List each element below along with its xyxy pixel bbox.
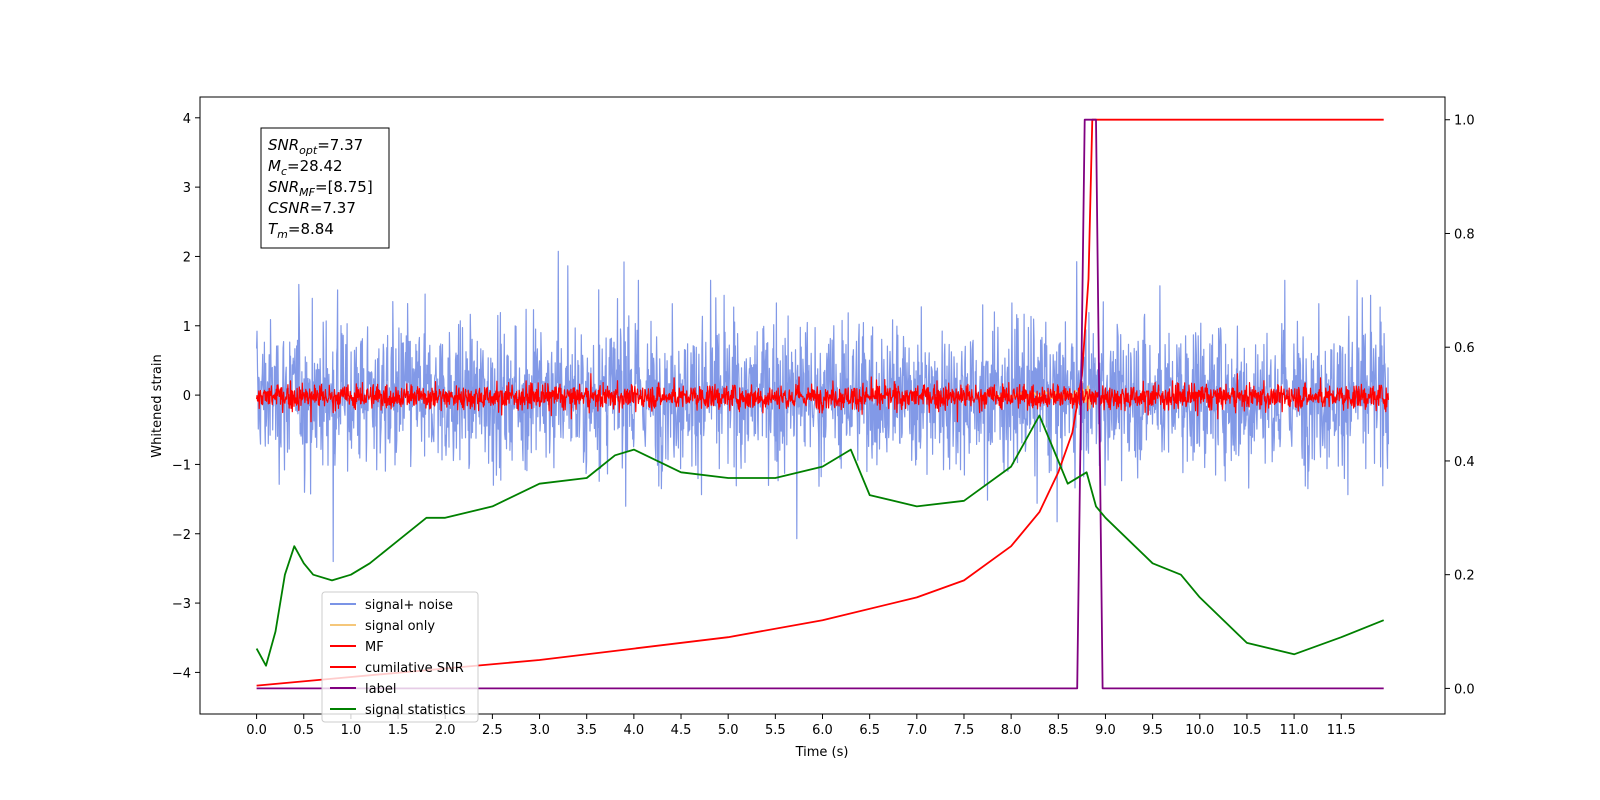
x-tick-label: 8.0 xyxy=(1001,723,1022,738)
x-tick-label: 7.0 xyxy=(906,723,927,738)
y-tick-label: 4 xyxy=(183,112,191,127)
annotation-line: CSNR=7.37 xyxy=(268,199,356,217)
legend: signal+ noise signal only MF cumilative SNR… xyxy=(321,591,479,723)
plot-frame xyxy=(199,96,1446,715)
y-tick-label: −2 xyxy=(172,528,191,543)
right-y-ticks: 1.0 0.8 0.6 0.4 0.2 0.0 xyxy=(1445,114,1475,697)
series-line-2 xyxy=(256,373,1389,423)
x-tick-label: 4.0 xyxy=(624,723,645,738)
x-tick-label: 8.5 xyxy=(1048,723,1069,738)
legend-label: MF xyxy=(365,640,384,655)
x-tick-label: 1.5 xyxy=(388,723,409,738)
x-tick-label: 6.5 xyxy=(859,723,880,738)
y-tick-label: 2 xyxy=(183,250,191,265)
annotation-line: Mc=28.42 xyxy=(268,157,343,178)
legend-label: signal only xyxy=(365,619,435,634)
legend-label: signal+ noise xyxy=(365,598,453,613)
x-tick-label: 1.0 xyxy=(341,723,362,738)
y2-tick-label: 0.0 xyxy=(1454,682,1475,697)
x-tick-label: 9.5 xyxy=(1142,723,1163,738)
x-tick-label: 3.5 xyxy=(576,723,597,738)
y2-tick-label: 0.6 xyxy=(1454,341,1475,356)
x-tick-label: 3.0 xyxy=(529,723,550,738)
series-line-3 xyxy=(256,118,1384,687)
y-axis-label: Whitened strain xyxy=(150,354,165,457)
x-tick-label: 0.0 xyxy=(246,723,267,738)
legend-label: label xyxy=(365,682,396,697)
y-tick-label: 3 xyxy=(183,181,191,196)
legend-label: signal statistics xyxy=(365,703,466,718)
x-tick-label: 2.5 xyxy=(482,723,503,738)
x-axis-label: Time (s) xyxy=(795,745,849,760)
x-tick-label: 7.5 xyxy=(954,723,975,738)
x-tick-label: 0.5 xyxy=(293,723,314,738)
x-tick-label: 11.5 xyxy=(1327,723,1356,738)
y2-tick-label: 1.0 xyxy=(1454,114,1475,129)
y-tick-label: 1 xyxy=(183,320,191,335)
y2-tick-label: 0.2 xyxy=(1454,569,1475,584)
x-tick-label: 5.0 xyxy=(718,723,739,738)
y-tick-label: 0 xyxy=(183,389,191,404)
annotation-line: SNRopt=7.37 xyxy=(268,136,363,157)
left-y-ticks: 4 3 2 1 0 −1 −2 −3 −4 xyxy=(172,112,200,681)
x-tick-label: 10.0 xyxy=(1185,723,1214,738)
x-tick-label: 5.5 xyxy=(765,723,786,738)
series-line-4 xyxy=(256,118,1384,690)
x-ticks: 0.0 0.5 1.0 1.5 2.0 2.5 3.0 3.5 4.0 4.5 5.0 5.5 6.0 6… xyxy=(246,714,1356,738)
x-tick-label: 9.0 xyxy=(1095,723,1116,738)
y-tick-label: −1 xyxy=(172,458,191,473)
annotation-box: SNRopt=7.37Mc=28.42SNRMF=[8.75]CSNR=7.37… xyxy=(260,127,390,249)
y-tick-label: −4 xyxy=(172,666,191,681)
y2-tick-label: 0.4 xyxy=(1454,455,1475,470)
series-line-0 xyxy=(256,250,1389,563)
x-tick-label: 10.5 xyxy=(1232,723,1261,738)
x-tick-label: 6.0 xyxy=(812,723,833,738)
y-tick-label: −3 xyxy=(172,597,191,612)
annotation-line: SNRMF=[8.75] xyxy=(268,178,373,199)
x-tick-label: 2.0 xyxy=(435,723,456,738)
legend-label: cumilative SNR xyxy=(365,661,464,676)
annotation-line: Tm=8.84 xyxy=(268,220,334,241)
x-tick-label: 4.5 xyxy=(671,723,692,738)
x-tick-label: 11.0 xyxy=(1280,723,1309,738)
series-line-5 xyxy=(255,414,1385,667)
y2-tick-label: 0.8 xyxy=(1454,227,1475,242)
series-layer xyxy=(255,118,1389,690)
